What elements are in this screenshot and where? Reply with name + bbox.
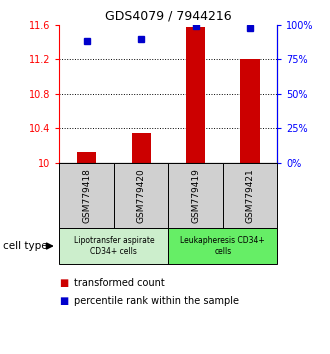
Text: transformed count: transformed count — [74, 278, 165, 288]
Text: ■: ■ — [59, 278, 69, 288]
Text: cell type: cell type — [3, 241, 48, 251]
Text: ■: ■ — [59, 296, 69, 306]
Bar — [132, 133, 150, 163]
Text: GSM779421: GSM779421 — [246, 168, 254, 223]
Text: GSM779420: GSM779420 — [137, 168, 146, 223]
Bar — [241, 59, 259, 163]
Text: GSM779419: GSM779419 — [191, 168, 200, 223]
Bar — [77, 153, 96, 163]
Bar — [186, 27, 205, 163]
Text: Leukapheresis CD34+
cells: Leukapheresis CD34+ cells — [181, 236, 265, 256]
Text: percentile rank within the sample: percentile rank within the sample — [74, 296, 239, 306]
Title: GDS4079 / 7944216: GDS4079 / 7944216 — [105, 9, 232, 22]
Text: Lipotransfer aspirate
CD34+ cells: Lipotransfer aspirate CD34+ cells — [74, 236, 154, 256]
Text: GSM779418: GSM779418 — [82, 168, 91, 223]
